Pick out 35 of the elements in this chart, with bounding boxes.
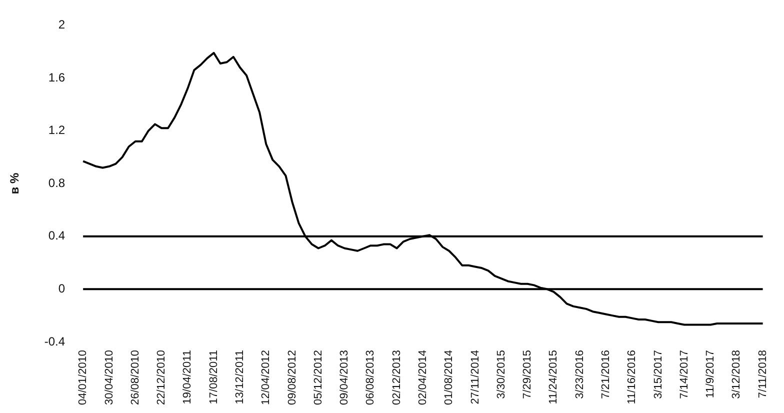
y-tick-label: 0.4 <box>48 228 66 243</box>
y-tick-label: 2 <box>58 18 66 32</box>
x-tick-label: 06/08/2013 <box>364 350 377 406</box>
x-tick-label: 02/04/2014 <box>416 350 429 406</box>
x-tick-label: 09/08/2012 <box>286 350 298 406</box>
x-tick-label: 22/12/2010 <box>156 350 168 406</box>
x-tick-label: 3/12/2018 <box>730 350 743 399</box>
x-tick-label: 26/08/2010 <box>129 350 142 406</box>
y-tick-label: 1.6 <box>48 70 66 84</box>
x-tick-label: 11/24/2015 <box>548 350 560 404</box>
x-tick-label: 12/04/2012 <box>260 350 272 406</box>
x-tick-label: 17/08/2011 <box>208 350 220 404</box>
x-tick-label: 7/29/2015 <box>522 350 534 399</box>
x-tick-label: 01/08/2014 <box>443 350 456 406</box>
x-tick-label: 11/16/2016 <box>626 350 638 404</box>
y-tick-label: 1.2 <box>48 123 66 138</box>
x-tick-label: 27/11/2014 <box>469 350 482 404</box>
y-axis-title: в % <box>8 172 22 194</box>
x-tick-label: 11/9/2017 <box>704 350 717 398</box>
x-tick-label: 04/01/2010 <box>77 350 90 406</box>
x-tick-label: 7/14/2017 <box>678 350 690 399</box>
y-tick-label: 0 <box>58 281 66 296</box>
y-tick-label: -0.4 <box>44 334 66 348</box>
x-tick-label: 30/04/2010 <box>103 350 116 406</box>
x-tick-label: 7/11/2018 <box>756 350 769 398</box>
y-tick-label: 0.8 <box>48 176 66 190</box>
x-tick-label: 13/12/2011 <box>234 350 246 404</box>
x-tick-label: 7/21/2016 <box>600 350 612 399</box>
x-tick-label: 19/04/2011 <box>182 350 194 404</box>
x-tick-label: 09/04/2013 <box>338 350 351 406</box>
x-tick-label: 05/12/2012 <box>312 350 324 406</box>
x-tick-label: 02/12/2013 <box>390 350 403 406</box>
x-tick-label: 3/23/2016 <box>574 350 586 399</box>
x-tick-label: 3/30/2015 <box>495 350 508 399</box>
x-tick-label: 3/15/2017 <box>652 350 664 399</box>
